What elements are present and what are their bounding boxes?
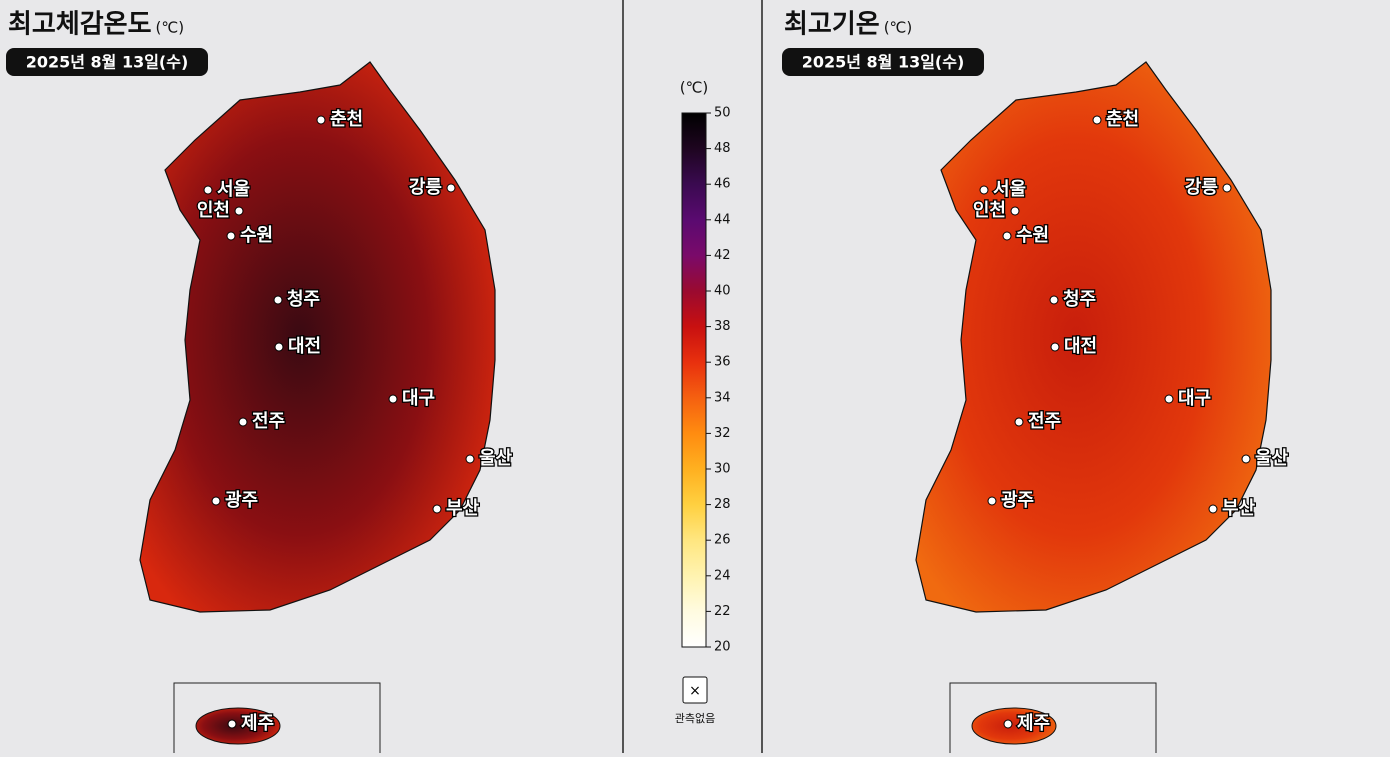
tick-label: 26 (714, 533, 731, 548)
city-label: 부산 (1222, 498, 1256, 519)
city-dot (238, 417, 248, 427)
city-dot (1014, 417, 1024, 427)
tick-label: 30 (714, 462, 731, 477)
city-label: 광주 (225, 490, 258, 511)
city-dot (1010, 206, 1020, 216)
tick-label: 42 (714, 248, 731, 263)
tick-label: 40 (714, 284, 731, 299)
map-title: 최고체감온도 (8, 10, 152, 40)
city-dot (234, 206, 244, 216)
date-pill (782, 48, 984, 76)
city-dot (227, 719, 237, 729)
city-dot (1049, 295, 1059, 305)
date: 2025년 8월 13일(수) (802, 53, 965, 72)
city-dot (316, 115, 326, 125)
city-dot (1208, 504, 1218, 514)
map-unit: (℃) (156, 19, 185, 37)
city-dot (1241, 454, 1251, 464)
legend: (℃) × 관측없음 20 22 24 26 28 30 32 34 36 38 40 42 44 46 4… (675, 79, 731, 726)
city-label: 제주 (1017, 713, 1050, 734)
city-label: 수원 (240, 225, 273, 246)
city-dot (226, 231, 236, 241)
city-label: 춘천 (330, 109, 363, 130)
city-label: 대전 (1064, 336, 1097, 357)
city-label: 춘천 (1106, 109, 1139, 130)
city-dot (211, 496, 221, 506)
city-dot (432, 504, 442, 514)
city-label: 인천 (973, 200, 1006, 221)
city-dot (1002, 231, 1012, 241)
tick-label: 36 (714, 355, 731, 370)
tick-label: 46 (714, 177, 731, 192)
city-dot (273, 295, 283, 305)
city-label: 대전 (288, 336, 321, 357)
no-data-label: 관측없음 (675, 712, 715, 725)
city-label: 서울 (993, 179, 1026, 200)
city-dot (1050, 342, 1060, 352)
city-label: 부산 (446, 498, 480, 519)
city-dot (1164, 394, 1174, 404)
city-dot (1222, 183, 1232, 193)
city-label: 청주 (287, 289, 320, 310)
city-label: 대구 (1178, 388, 1211, 409)
city-dot (979, 185, 989, 195)
legend-unit: (℃) (680, 79, 709, 97)
no-data-mark: × (689, 683, 701, 699)
city-label: 제주 (241, 713, 274, 734)
city-label: 울산 (479, 448, 513, 469)
tick-label: 38 (714, 319, 731, 334)
tick-label: 22 (714, 604, 731, 619)
city-label: 청주 (1063, 289, 1096, 310)
city-label: 전주 (252, 411, 285, 432)
city-dot (1092, 115, 1102, 125)
city-label: 강릉 (1185, 177, 1218, 198)
jeju (971, 707, 1057, 745)
peninsula (139, 61, 496, 613)
city-label: 강릉 (409, 177, 442, 198)
city-dot (274, 342, 284, 352)
city-label: 울산 (1255, 448, 1289, 469)
city-label: 광주 (1001, 490, 1034, 511)
tick-label: 34 (714, 390, 731, 405)
city-dot (388, 394, 398, 404)
city-label: 대구 (402, 388, 435, 409)
tick-label: 50 (714, 106, 731, 121)
tick-label: 24 (714, 568, 731, 583)
city-dot (1003, 719, 1013, 729)
tick-label: 28 (714, 497, 731, 512)
no-data-swatch (682, 676, 708, 704)
tick-label: 48 (714, 141, 731, 156)
maps: 최고체감온도 (℃)2025년 8월 13일(수)춘천서울인천수원강릉청주대전대구… (6, 10, 1290, 757)
peninsula (915, 61, 1272, 613)
city-label: 수원 (1016, 225, 1049, 246)
tick-label: 44 (714, 212, 731, 227)
city-dot (446, 183, 456, 193)
jeju (195, 707, 281, 745)
map-title: 최고기온 (784, 10, 880, 40)
tick-label: 32 (714, 426, 731, 441)
tick-label: 20 (714, 640, 731, 655)
date: 2025년 8월 13일(수) (26, 53, 189, 72)
city-dot (465, 454, 475, 464)
map-unit: (℃) (884, 19, 913, 37)
jeju-inset (173, 682, 381, 757)
city-dot (203, 185, 213, 195)
colorbar (681, 112, 707, 648)
date-pill (6, 48, 208, 76)
city-label: 인천 (197, 200, 230, 221)
city-label: 전주 (1028, 411, 1061, 432)
city-label: 서울 (217, 179, 250, 200)
jeju-inset (949, 682, 1157, 757)
city-dot (987, 496, 997, 506)
